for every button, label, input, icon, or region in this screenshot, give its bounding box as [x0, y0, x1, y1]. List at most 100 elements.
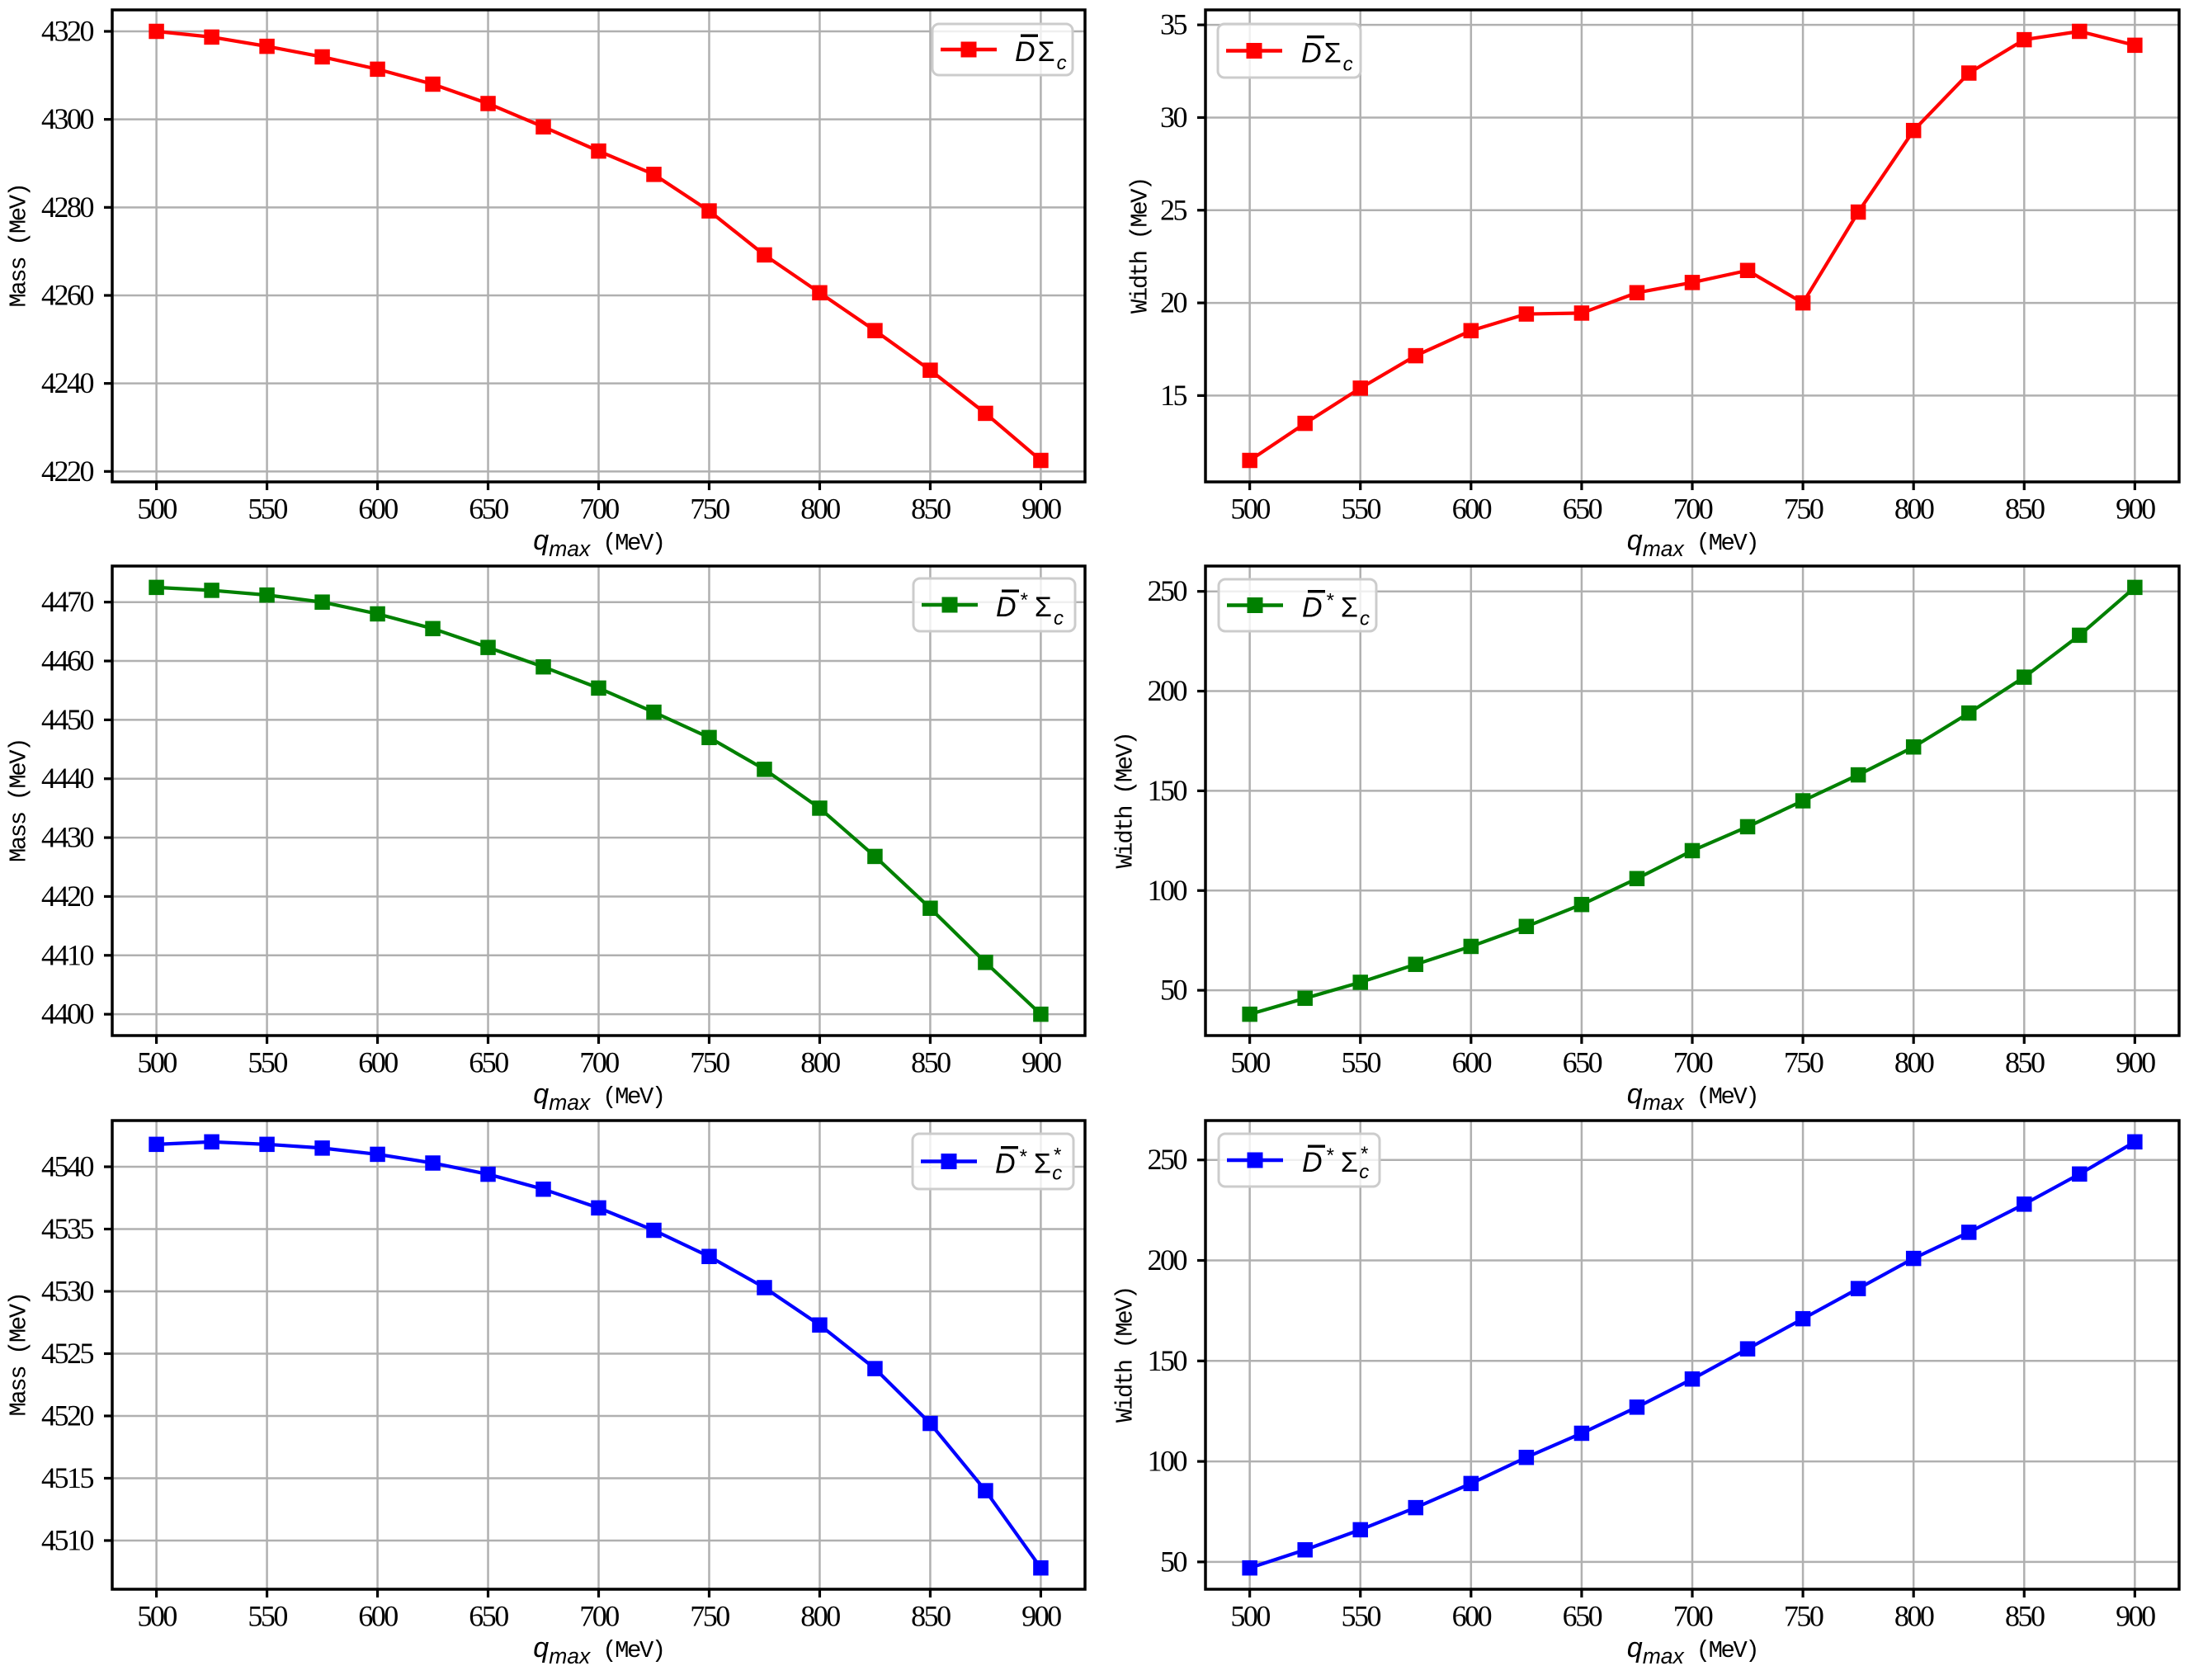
svg-text:650: 650 [1563, 1046, 1602, 1079]
svg-text:150: 150 [1148, 1344, 1187, 1377]
svg-text:50: 50 [1160, 974, 1187, 1007]
svg-text:600: 600 [358, 1046, 398, 1079]
svg-text:650: 650 [469, 1600, 508, 1633]
svg-text:500: 500 [137, 1046, 177, 1079]
svg-text:700: 700 [579, 493, 619, 526]
svg-text:500: 500 [1230, 493, 1270, 526]
svg-text:4260: 4260 [41, 279, 94, 312]
svg-text:4450: 4450 [41, 703, 94, 736]
svg-text:800: 800 [1894, 1046, 1934, 1079]
svg-text:150: 150 [1148, 774, 1187, 807]
svg-text:550: 550 [248, 1046, 287, 1079]
svg-text:250: 250 [1148, 1143, 1187, 1176]
svg-text:250: 250 [1148, 574, 1187, 607]
svg-text:500: 500 [1230, 1600, 1270, 1633]
svg-text:550: 550 [1341, 493, 1380, 526]
svg-text:850: 850 [2005, 493, 2045, 526]
svg-text:900: 900 [2116, 1600, 2155, 1633]
svg-text:4525: 4525 [41, 1337, 94, 1370]
svg-text:Width (MeV): Width (MeV) [1112, 1287, 1139, 1423]
svg-text:Mass (MeV): Mass (MeV) [6, 739, 33, 862]
svg-text:700: 700 [1673, 493, 1713, 526]
svg-text:750: 750 [690, 1046, 729, 1079]
svg-text:4280: 4280 [41, 191, 94, 224]
svg-text:qmax (MeV): qmax (MeV) [533, 1078, 663, 1115]
svg-text:550: 550 [1341, 1600, 1380, 1633]
svg-text:qmax (MeV): qmax (MeV) [1627, 525, 1757, 561]
svg-text:550: 550 [1341, 1046, 1380, 1079]
svg-text:4440: 4440 [41, 762, 94, 795]
svg-text:600: 600 [1452, 1600, 1492, 1633]
svg-text:4420: 4420 [41, 880, 94, 913]
svg-text:qmax (MeV): qmax (MeV) [533, 525, 663, 561]
svg-text:4220: 4220 [41, 455, 94, 488]
svg-text:4460: 4460 [41, 644, 94, 677]
svg-text:200: 200 [1148, 674, 1187, 707]
svg-text:qmax (MeV): qmax (MeV) [1627, 1632, 1757, 1668]
svg-text:800: 800 [1894, 1600, 1934, 1633]
svg-text:800: 800 [1894, 493, 1934, 526]
svg-text:900: 900 [1021, 1600, 1061, 1633]
svg-text:4510: 4510 [41, 1523, 94, 1556]
svg-text:900: 900 [2116, 1046, 2155, 1079]
svg-text:650: 650 [1563, 493, 1602, 526]
svg-text:750: 750 [690, 1600, 729, 1633]
svg-text:500: 500 [137, 1600, 177, 1633]
svg-text:4410: 4410 [41, 938, 94, 971]
svg-text:15: 15 [1160, 379, 1187, 412]
svg-text:750: 750 [690, 493, 729, 526]
svg-text:Mass (MeV): Mass (MeV) [6, 184, 33, 307]
svg-text:900: 900 [1021, 1046, 1061, 1079]
svg-text:600: 600 [1452, 493, 1492, 526]
svg-text:850: 850 [2005, 1046, 2045, 1079]
svg-text:4470: 4470 [41, 585, 94, 618]
svg-text:4240: 4240 [41, 366, 94, 399]
svg-text:700: 700 [579, 1046, 619, 1079]
svg-text:100: 100 [1148, 1445, 1187, 1478]
svg-text:750: 750 [1784, 1046, 1823, 1079]
svg-text:Width (MeV): Width (MeV) [1112, 734, 1139, 869]
svg-text:700: 700 [1673, 1046, 1713, 1079]
svg-text:900: 900 [2116, 493, 2155, 526]
svg-text:550: 550 [248, 493, 287, 526]
svg-text:700: 700 [579, 1600, 619, 1633]
svg-text:4515: 4515 [41, 1461, 94, 1494]
svg-text:850: 850 [911, 493, 951, 526]
svg-text:20: 20 [1160, 286, 1187, 319]
svg-text:100: 100 [1148, 874, 1187, 907]
svg-text:500: 500 [137, 493, 177, 526]
svg-text:500: 500 [1230, 1046, 1270, 1079]
svg-text:600: 600 [1452, 1046, 1492, 1079]
svg-text:4430: 4430 [41, 821, 94, 854]
svg-text:650: 650 [469, 1046, 508, 1079]
svg-text:35: 35 [1160, 8, 1187, 41]
svg-text:50: 50 [1160, 1545, 1187, 1578]
svg-text:4400: 4400 [41, 998, 94, 1031]
svg-text:700: 700 [1673, 1600, 1713, 1633]
svg-text:550: 550 [248, 1600, 287, 1633]
svg-text:qmax (MeV): qmax (MeV) [533, 1632, 663, 1668]
svg-text:Width (MeV): Width (MeV) [1127, 178, 1154, 314]
svg-text:4530: 4530 [41, 1275, 94, 1308]
svg-text:800: 800 [800, 1046, 840, 1079]
svg-text:650: 650 [469, 493, 508, 526]
svg-text:800: 800 [800, 493, 840, 526]
svg-text:4320: 4320 [41, 15, 94, 48]
svg-text:qmax (MeV): qmax (MeV) [1627, 1078, 1757, 1115]
svg-text:4520: 4520 [41, 1399, 94, 1432]
svg-text:Mass (MeV): Mass (MeV) [6, 1293, 33, 1416]
svg-text:850: 850 [2005, 1600, 2045, 1633]
svg-text:750: 750 [1784, 1600, 1823, 1633]
svg-text:600: 600 [358, 493, 398, 526]
svg-text:4540: 4540 [41, 1150, 94, 1183]
svg-text:850: 850 [911, 1600, 951, 1633]
svg-text:850: 850 [911, 1046, 951, 1079]
svg-text:4300: 4300 [41, 102, 94, 135]
svg-text:30: 30 [1160, 101, 1187, 134]
svg-text:750: 750 [1784, 493, 1823, 526]
svg-text:900: 900 [1021, 493, 1061, 526]
svg-text:650: 650 [1563, 1600, 1602, 1633]
svg-text:4535: 4535 [41, 1212, 94, 1245]
svg-text:200: 200 [1148, 1243, 1187, 1277]
svg-text:600: 600 [358, 1600, 398, 1633]
